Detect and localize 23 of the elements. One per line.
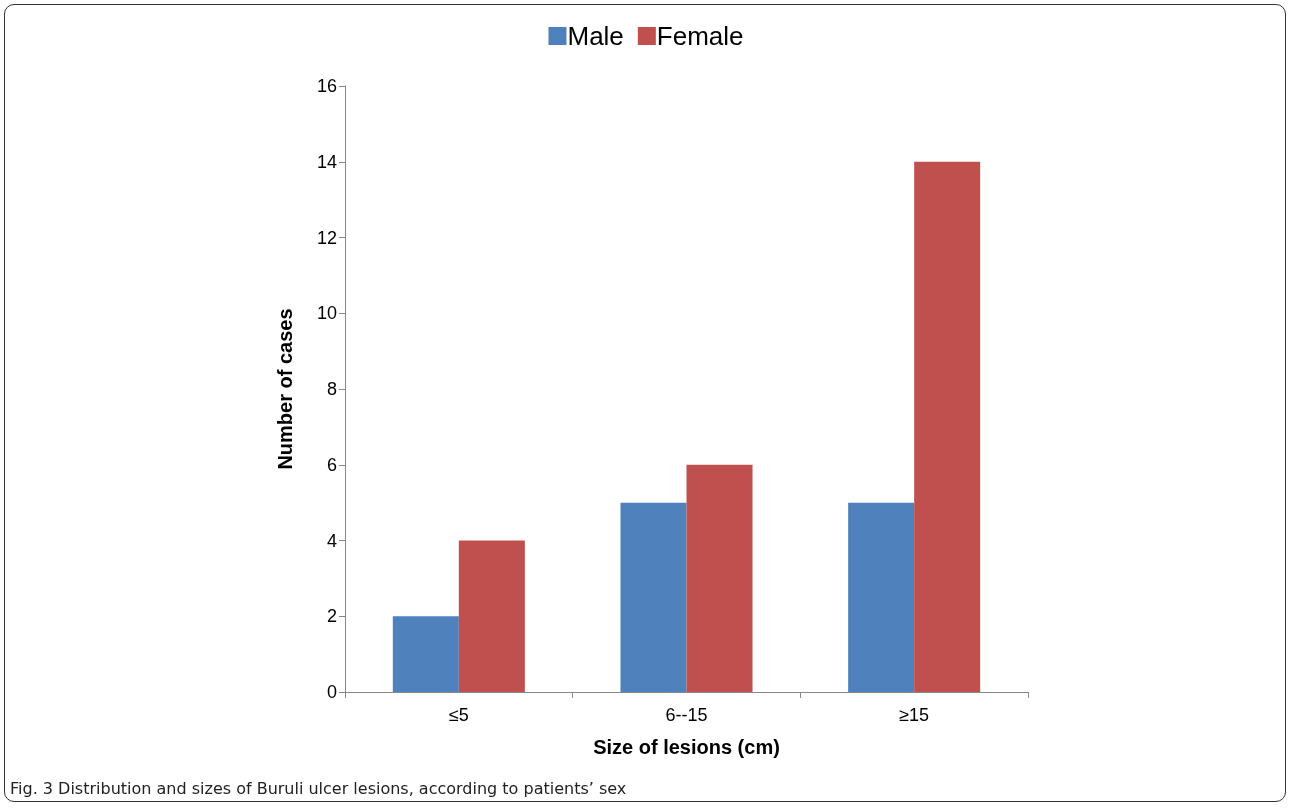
y-tick-label: 14 <box>316 151 337 172</box>
bar <box>392 616 459 692</box>
y-tick-label: 8 <box>326 379 337 399</box>
legend-label: Male <box>567 21 624 51</box>
y-tick-label: 16 <box>316 76 337 96</box>
caption: Fig. 3 Distribution and sizes of Buruli ulcer lesions, according to patients’ sex <box>10 779 627 798</box>
bar <box>458 540 525 692</box>
bar <box>686 464 753 692</box>
y-tick-label: 0 <box>326 682 337 702</box>
x-tick-label: 6--15 <box>665 705 708 725</box>
y-tick-label: 12 <box>316 227 337 248</box>
legend-label: Female <box>656 21 744 51</box>
y-tick-label: 6 <box>326 454 337 475</box>
x-tick-label: ≤5 <box>448 705 469 725</box>
y-axis-title: Number of cases <box>274 308 296 470</box>
y-tick-label: 4 <box>326 530 337 551</box>
y-tick-label: 10 <box>316 303 337 324</box>
bar <box>620 502 687 692</box>
x-axis-title: Size of lesions (cm) <box>593 736 780 758</box>
bar <box>914 161 981 692</box>
bar <box>848 502 915 692</box>
x-tick-label: ≥15 <box>899 705 930 725</box>
y-tick-label: 2 <box>326 606 337 627</box>
